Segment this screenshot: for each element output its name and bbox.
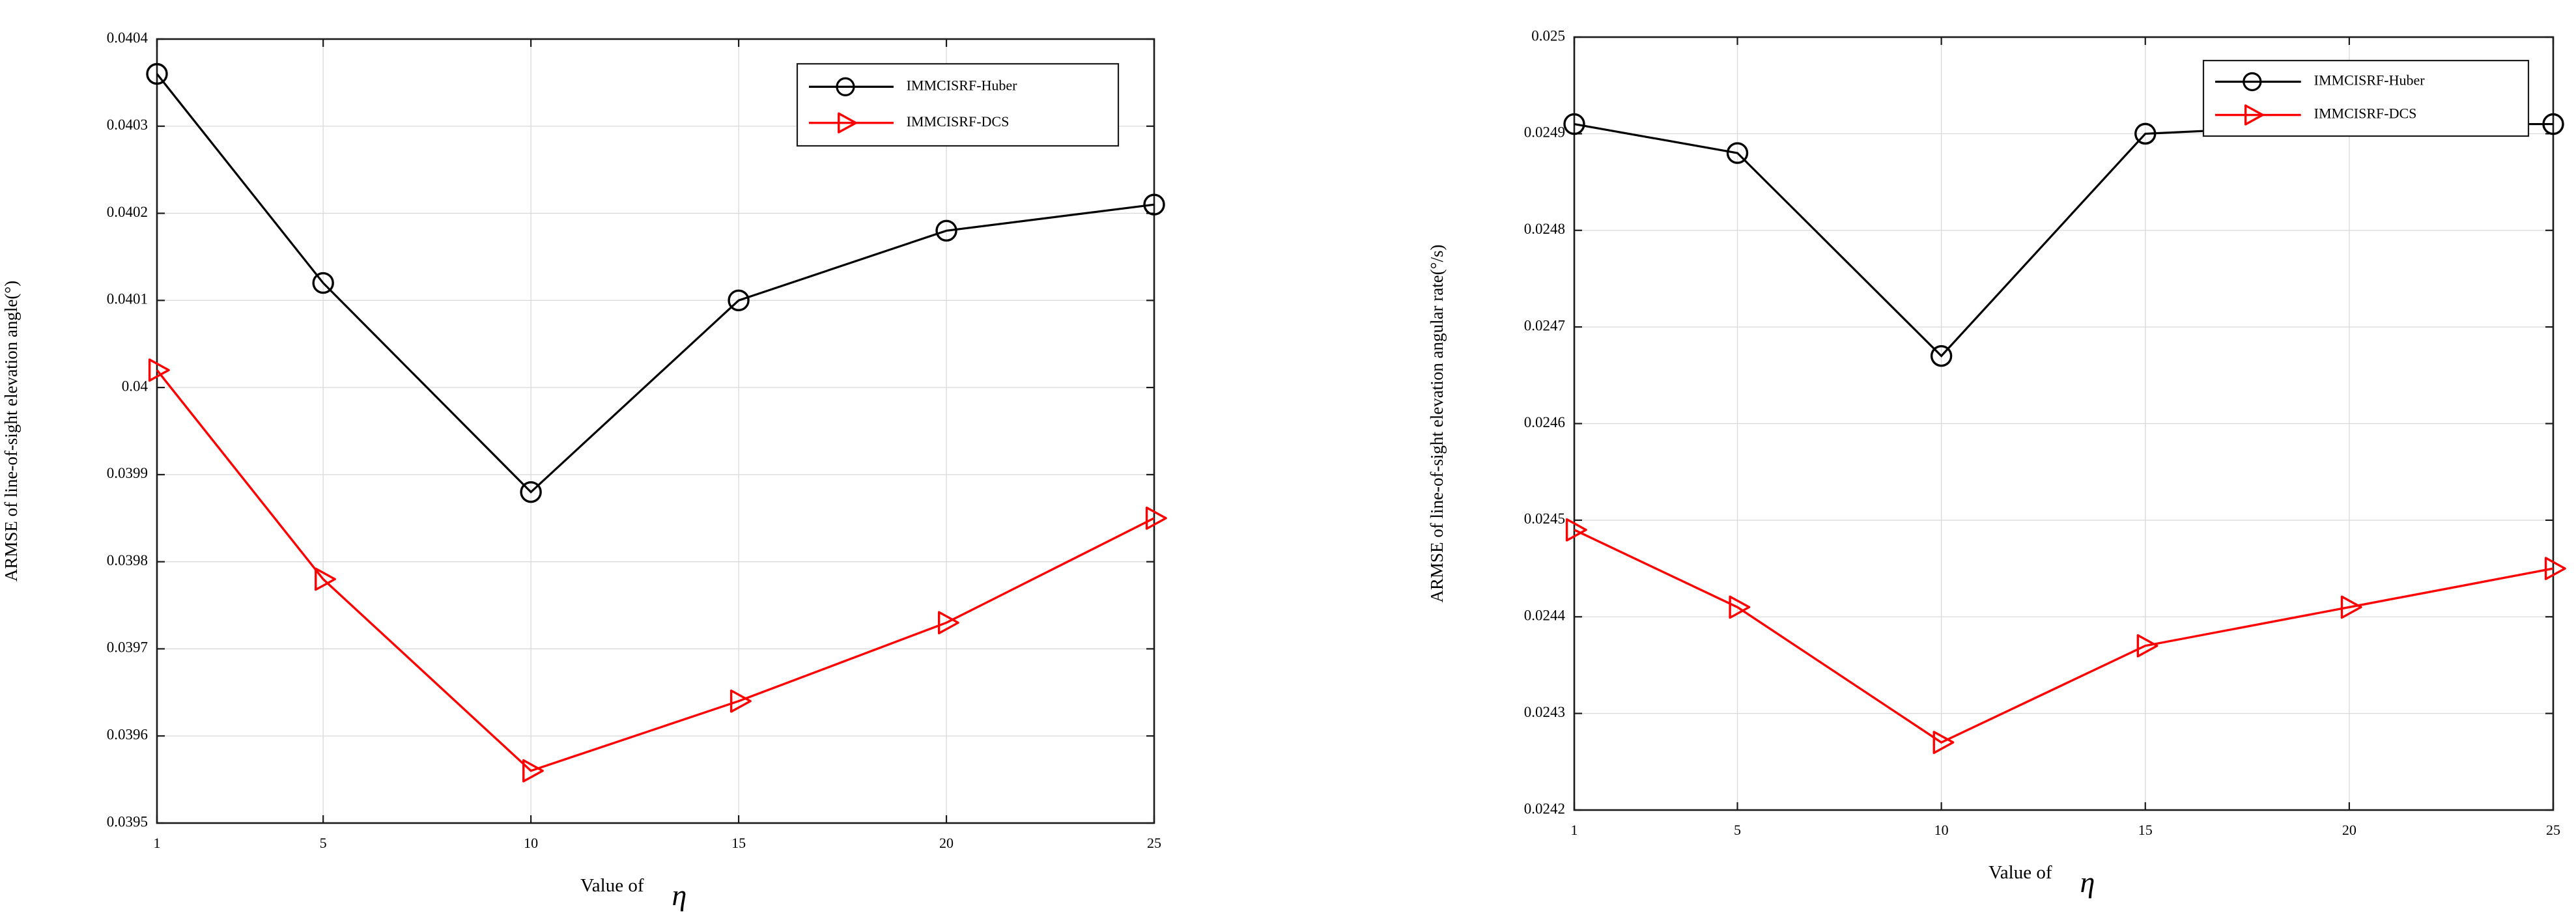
svg-text:0.0397: 0.0397 [107,639,148,656]
svg-text:0.04: 0.04 [122,378,149,394]
svg-text:ARMSE of line-of-sight elevati: ARMSE of line-of-sight elevation angular… [1427,245,1447,603]
svg-text:η: η [2080,865,2095,899]
svg-text:20: 20 [939,835,954,851]
svg-text:IMMCISRF-Huber: IMMCISRF-Huber [2314,72,2426,89]
svg-text:0.0401: 0.0401 [107,291,148,307]
svg-text:20: 20 [2342,822,2357,838]
svg-text:5: 5 [1734,822,1741,838]
svg-text:1: 1 [154,835,161,851]
svg-text:1: 1 [1571,822,1578,838]
svg-text:0.0247: 0.0247 [1524,317,1565,333]
svg-text:IMMCISRF-Huber: IMMCISRF-Huber [907,77,1018,93]
svg-text:0.0404: 0.0404 [107,29,149,46]
svg-text:0.0246: 0.0246 [1524,414,1565,430]
svg-text:0.0249: 0.0249 [1524,124,1565,141]
svg-text:IMMCISRF-DCS: IMMCISRF-DCS [907,113,1010,130]
svg-text:η: η [672,878,687,912]
svg-text:Value of: Value of [580,875,644,896]
svg-text:25: 25 [1147,835,1161,851]
svg-text:0.0245: 0.0245 [1524,511,1565,527]
svg-text:0.0399: 0.0399 [107,465,148,481]
svg-text:0.0395: 0.0395 [107,813,148,830]
svg-text:10: 10 [524,835,538,851]
svg-text:5: 5 [320,835,327,851]
svg-text:25: 25 [2546,822,2560,838]
svg-text:0.0402: 0.0402 [107,204,148,220]
svg-text:0.0244: 0.0244 [1524,608,1566,624]
svg-text:0.0248: 0.0248 [1524,221,1565,237]
svg-text:0.0396: 0.0396 [107,727,148,743]
svg-text:10: 10 [1934,822,1949,838]
svg-text:0.0243: 0.0243 [1524,704,1565,720]
svg-text:IMMCISRF-DCS: IMMCISRF-DCS [2314,105,2417,122]
svg-text:ARMSE of line-of-sight elevati: ARMSE of line-of-sight elevation angle(°… [1,281,21,581]
svg-text:0.0398: 0.0398 [107,552,148,568]
svg-text:0.0242: 0.0242 [1524,800,1565,817]
svg-text:15: 15 [731,835,746,851]
svg-text:0.025: 0.025 [1531,27,1565,44]
svg-text:0.0403: 0.0403 [107,117,148,133]
svg-text:15: 15 [2138,822,2153,838]
svg-text:Value of: Value of [1989,862,2052,883]
